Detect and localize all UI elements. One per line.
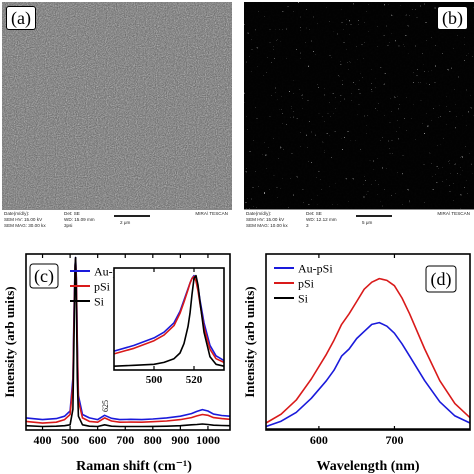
raman-chart: 400 500 600 700 800 900 1000 Intensity (arb uni… [2, 253, 231, 474]
svg-text:(d): (d) [431, 269, 452, 290]
raman-inset-series-si [113, 274, 225, 367]
tescan-brand-b: MIRA\ TESCAN [437, 211, 470, 216]
pl-y-axis-label: Intensity (arb units) [242, 286, 257, 397]
panel-label-c: (c) [29, 263, 59, 289]
pl-series-psi [265, 277, 471, 424]
raman-inset-x-tick-label: 520 [186, 374, 203, 386]
raman-plot-frame [25, 253, 231, 431]
raman-inset-background [114, 268, 224, 370]
scale-label-a: 2 μm [120, 220, 131, 225]
raman-y-axis-label: Intensity (arb units) [2, 286, 17, 397]
sem-sample: 3 [306, 223, 309, 228]
sem-image-b: (b) Date(m/d/y): SEM HV: 15.00 kV SEM MA… [244, 2, 474, 230]
sem-mag: SEM MAG: 10.00 kx [246, 223, 288, 228]
pl-series-au-psi [265, 321, 471, 428]
sem-det: Det: SE [64, 211, 80, 216]
raman-inset-series-psi [113, 275, 225, 364]
pl-x-tick-label: 700 [385, 433, 403, 447]
sem-sample: 3psi [64, 223, 73, 228]
pl-legend-label-au-psi: Au-pSi [298, 262, 333, 276]
scale-bar-a [114, 215, 150, 217]
sem-wd: WD: 15.09 mm [64, 217, 95, 222]
sem-date: Date(m/d/y): [246, 211, 272, 216]
panel-label-a: (a) [6, 6, 36, 30]
sem-hv: SEM HV: 15.00 kV [4, 217, 43, 222]
raman-x-tick-label: 800 [144, 433, 162, 447]
raman-x-tick-label: 400 [34, 433, 52, 447]
pl-chart: 600 700 Intensity (arb units) Wavelength (n… [242, 253, 471, 474]
sem-hv: SEM HV: 15.00 kV [246, 217, 285, 222]
pl-x-axis-label: Wavelength (nm) [316, 459, 419, 474]
panel-label-b: (b) [437, 6, 468, 30]
sem-info-bar-a: Date(m/d/y): SEM HV: 15.00 kV SEM MAG: 3… [2, 209, 232, 230]
raman-x-tick-label: 700 [116, 433, 134, 447]
raman-x-tick-label: 600 [89, 433, 107, 447]
pl-x-tick-label: 600 [310, 433, 328, 447]
raman-x-tick-label: 900 [171, 433, 189, 447]
sem-info-bar-b: Date(m/d/y): SEM HV: 15.00 kV SEM MAG: 1… [244, 209, 474, 230]
raman-peak-annotation: 625 [101, 400, 110, 412]
sem-det: Det: SE [306, 211, 322, 216]
raman-series-si [25, 256, 231, 428]
tescan-brand-a: MIRA\ TESCAN [195, 211, 228, 216]
raman-inset-x-tick-label: 500 [146, 374, 163, 386]
raman-inset-plot-frame [113, 267, 225, 371]
sem-mag: SEM MAG: 30.00 kx [4, 223, 46, 228]
raman-x-tick-label: 500 [61, 433, 79, 447]
raman-x-axis-label: Raman shift (cm⁻¹) [76, 459, 192, 474]
scale-bar-b [356, 215, 392, 217]
panel-label-d: (d) [425, 265, 457, 293]
pl-legend-label-psi: pSi [298, 277, 315, 291]
pl-legend-label-si: Si [298, 292, 309, 306]
svg-text:(c): (c) [34, 266, 54, 287]
sem-texture-b [244, 2, 474, 230]
sem-wd: WD: 12.12 mm [306, 217, 337, 222]
scale-label-b: 5 μm [362, 220, 373, 225]
sem-texture-a [2, 2, 232, 230]
raman-legend-label-si: Si [94, 295, 105, 309]
raman-x-tick-label: 1000 [196, 433, 220, 447]
pl-plot-frame [265, 253, 471, 431]
sem-date: Date(m/d/y): [4, 211, 30, 216]
raman-legend-label-psi: pSi [94, 280, 111, 294]
sem-image-a: (a) Date(m/d/y): SEM HV: 15.00 kV SEM MA… [2, 2, 232, 230]
